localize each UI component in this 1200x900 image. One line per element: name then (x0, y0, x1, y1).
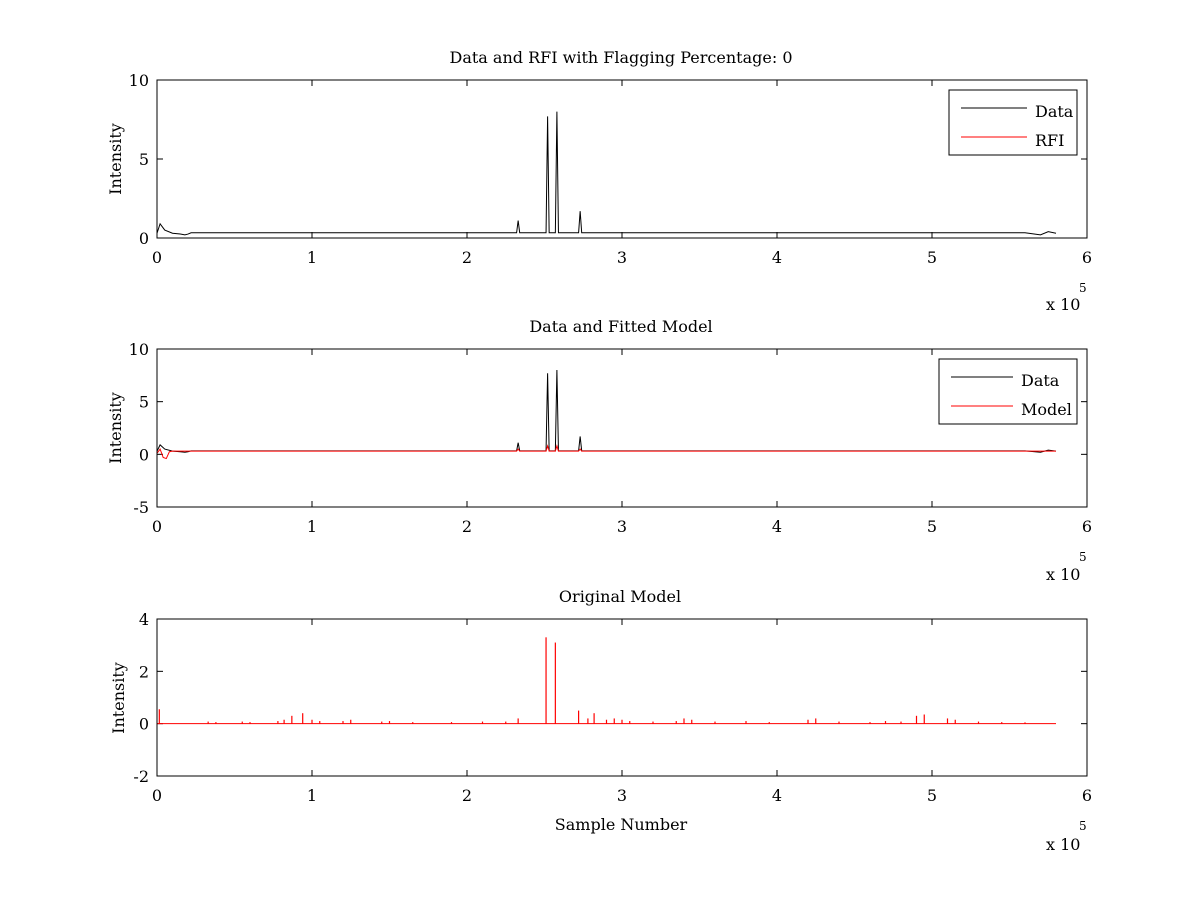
series-line-data (156, 111, 1057, 236)
y-tick-label: 0 (139, 445, 149, 464)
x-tick-label: 0 (152, 517, 162, 536)
panel-2: Data and Fitted Model Intensity 0 1 2 3 4 5 6 -… (106, 317, 1092, 584)
panel-3-x-multiplier: x 10 (1046, 835, 1080, 854)
legend-label-model: Model (1021, 400, 1072, 419)
panel-1-x-exponent: 5 (1079, 281, 1087, 295)
x-multiplier-base: x 10 (1046, 295, 1080, 314)
legend-label-rfi: RFI (1035, 131, 1064, 150)
panel-1-axes-box (156, 79, 1088, 239)
x-tick-label: 5 (927, 248, 937, 267)
legend-label-data: Data (1035, 102, 1074, 121)
x-tick-label: 0 (152, 248, 162, 267)
x-tick-label: 2 (462, 517, 472, 536)
x-tick-label: 0 (152, 786, 162, 805)
y-tick-label: -2 (133, 767, 149, 786)
y-tick-label: 4 (139, 610, 149, 629)
legend-box (948, 89, 1078, 156)
panel-3-xlabel: Sample Number (555, 815, 688, 834)
panel-2-axes-box (156, 348, 1088, 508)
x-multiplier-base: x 10 (1046, 565, 1080, 584)
x-tick-label: 3 (617, 786, 627, 805)
panel-3-ylabel: Intensity (109, 662, 128, 734)
y-tick-label: 0 (139, 715, 149, 734)
series-line-model (156, 444, 1056, 460)
x-tick-label: 2 (462, 248, 472, 267)
y-tick-label: 0 (139, 229, 149, 248)
panel-1-ylabel: Intensity (106, 123, 125, 195)
y-tick-label: -5 (133, 498, 149, 517)
x-tick-label: 4 (772, 248, 782, 267)
panel-2-x-multiplier: x 10 (1046, 565, 1080, 584)
x-tick-label: 5 (927, 786, 937, 805)
y-tick-label: 10 (129, 340, 149, 359)
panel-2-ylabel: Intensity (106, 392, 125, 464)
panel-3-axes-box (156, 618, 1088, 777)
x-tick-label: 5 (927, 517, 937, 536)
panel-3-title: Original Model (559, 587, 681, 606)
x-tick-label: 1 (307, 248, 317, 267)
x-tick-label: 6 (1082, 248, 1092, 267)
x-tick-label: 3 (617, 248, 627, 267)
panel-2-legend: Data Model (938, 358, 1078, 425)
panel-3-x-exponent: 5 (1079, 819, 1087, 833)
panel-2-title: Data and Fitted Model (529, 317, 712, 336)
y-tick-label: 5 (139, 393, 149, 412)
panel-1-legend: Data RFI (948, 89, 1078, 156)
x-tick-label: 2 (462, 786, 472, 805)
panel-1-title: Data and RFI with Flagging Percentage: 0 (449, 48, 792, 67)
series-line-data (156, 370, 1057, 453)
y-tick-label: 10 (129, 71, 149, 90)
legend-box (938, 358, 1078, 425)
y-tick-label: 5 (139, 150, 149, 169)
panel-2-x-exponent: 5 (1079, 550, 1087, 564)
x-tick-label: 4 (772, 786, 782, 805)
x-tick-label: 4 (772, 517, 782, 536)
x-tick-label: 6 (1082, 517, 1092, 536)
panel-1: Data and RFI with Flagging Percentage: 0… (106, 48, 1092, 314)
y-tick-label: 2 (139, 662, 149, 681)
x-tick-label: 6 (1082, 786, 1092, 805)
x-tick-label: 1 (307, 786, 317, 805)
x-multiplier-base: x 10 (1046, 835, 1080, 854)
x-tick-label: 3 (617, 517, 627, 536)
legend-label-data: Data (1021, 371, 1060, 390)
x-tick-label: 1 (307, 517, 317, 536)
panel-1-x-multiplier: x 10 (1046, 295, 1080, 314)
